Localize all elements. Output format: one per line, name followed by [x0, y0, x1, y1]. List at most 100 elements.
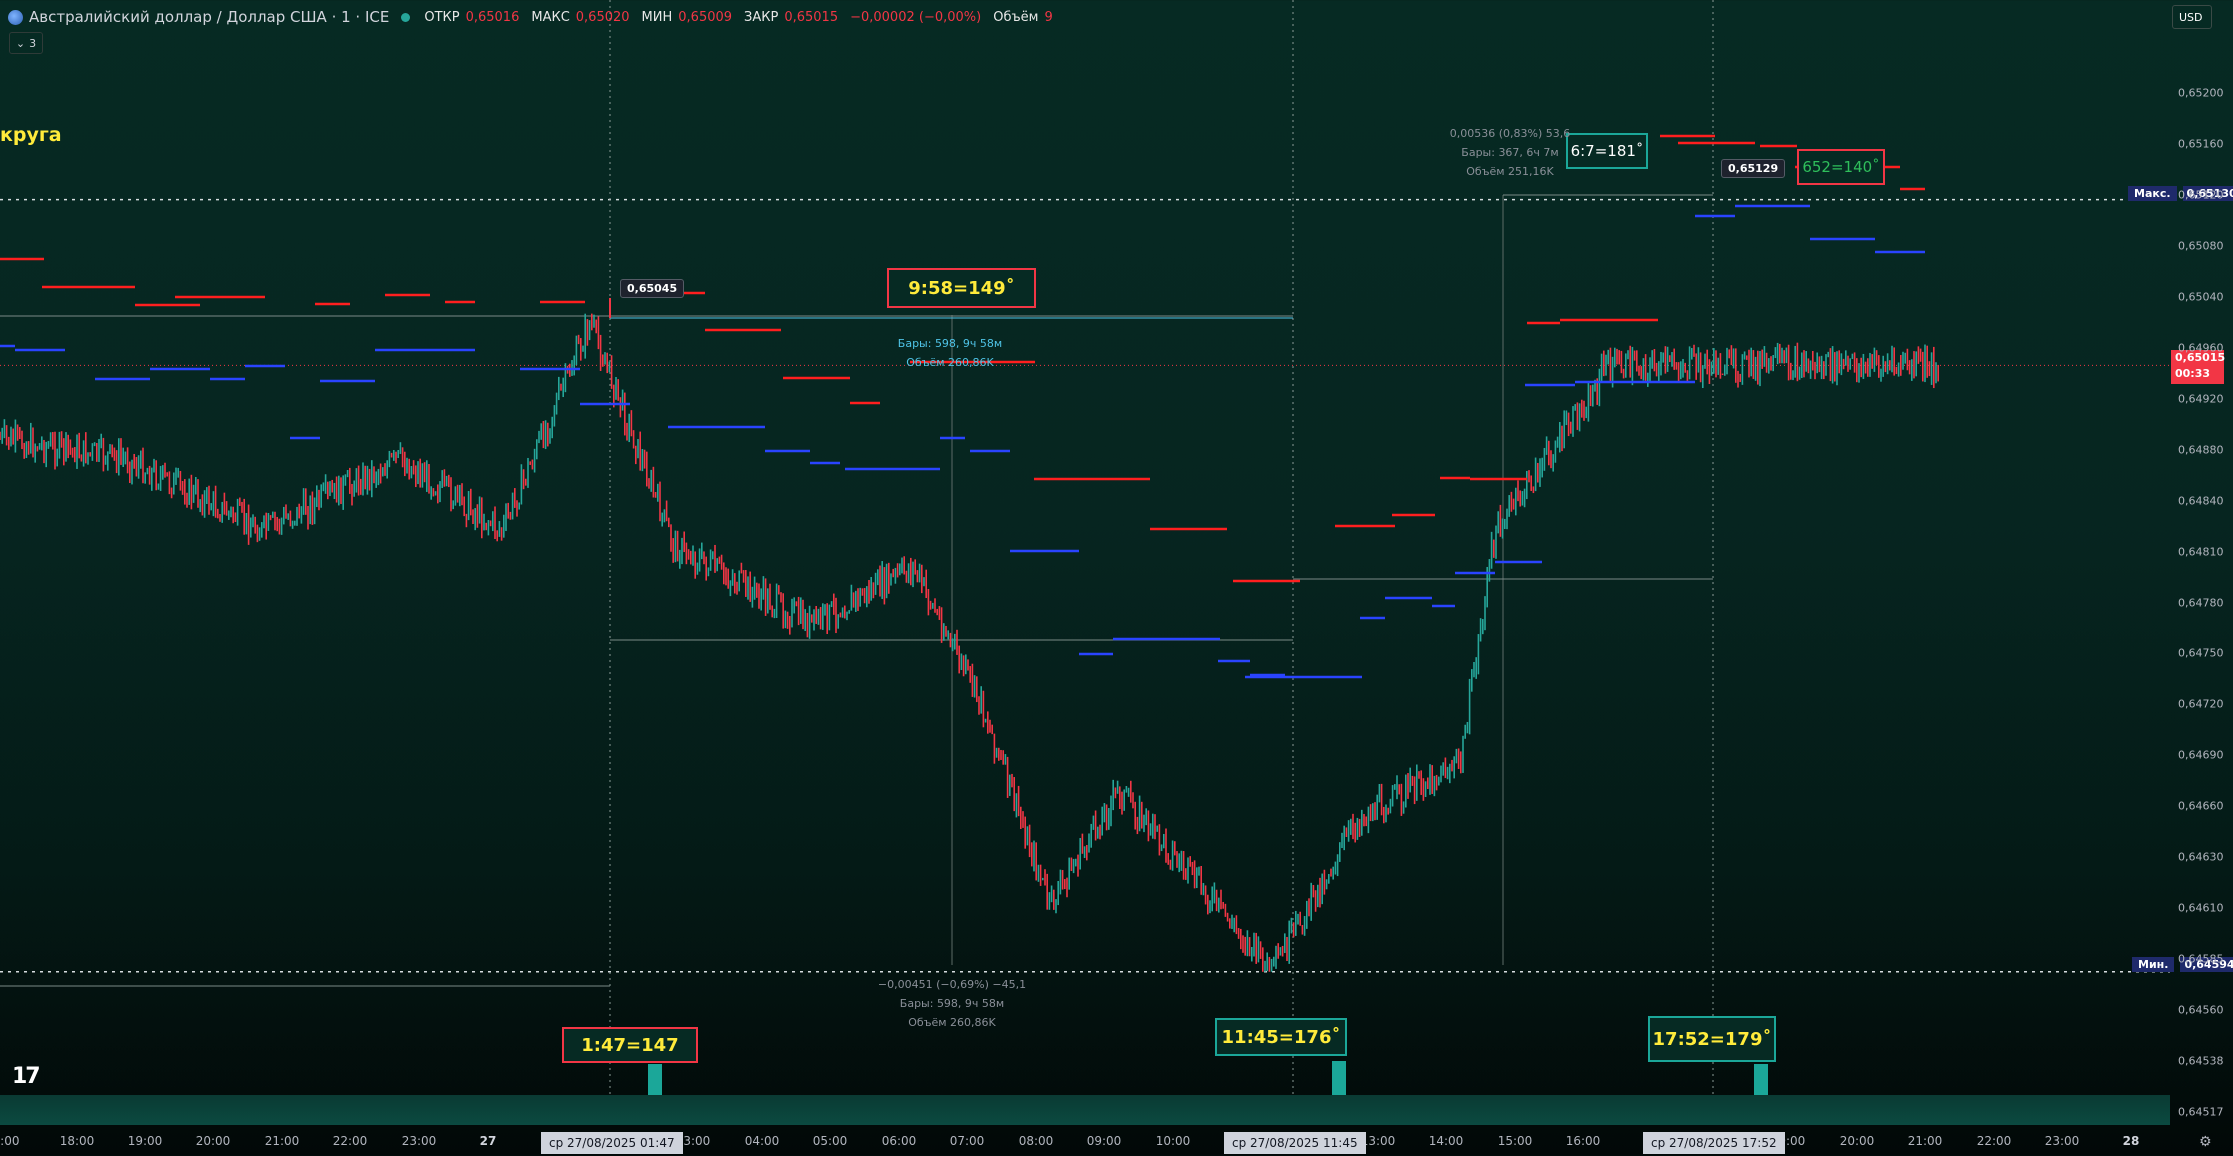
- drawing-label: круга: [0, 124, 62, 146]
- time-tick-label: 14:00: [1428, 1134, 1464, 1148]
- annotation-box-958[interactable]: 9:58=149˚: [887, 268, 1036, 308]
- volume-label: Объём: [993, 9, 1039, 25]
- price-tick-label: 0,64585: [2178, 952, 2224, 966]
- current-price: 0,65015: [2175, 351, 2226, 364]
- indicators-count: 3: [29, 36, 37, 50]
- time-tick-label: 19:00: [127, 1134, 163, 1148]
- price-tick-label: 0,64880: [2178, 443, 2224, 457]
- time-tick-label: 06:00: [881, 1134, 917, 1148]
- time-tick-label: 23:00: [401, 1134, 437, 1148]
- session-high-label: Макс. 0,65130: [2128, 186, 2233, 201]
- time-tick-label: 13:00: [1360, 1134, 1396, 1148]
- annotation-box-1145[interactable]: 11:45=176˚: [1215, 1018, 1347, 1056]
- stat-line: −0,00451 (−0,69%) −45,1: [877, 978, 1027, 991]
- annotation-box-67[interactable]: 6:7=181˚: [1566, 133, 1648, 169]
- market-status-icon: [401, 12, 411, 22]
- time-tick-label: 03:00: [675, 1134, 711, 1148]
- time-tick-label: 7:00: [0, 1134, 20, 1148]
- time-tick-label: 28: [2122, 1134, 2140, 1148]
- stat-line: 0,00536 (0,83%) 53,6: [1449, 127, 1571, 140]
- stat-line: Бары: 598, 9ч 58м: [897, 337, 1003, 350]
- time-scale-band: [0, 1095, 2170, 1125]
- time-tick-label: 07:00: [949, 1134, 985, 1148]
- chevron-down-icon: ⌄: [15, 36, 26, 50]
- price-tag-b[interactable]: 0,65129: [1721, 159, 1786, 178]
- price-tick-label: 0,64538: [2178, 1054, 2224, 1068]
- chart-legend: Австралийский доллар / Доллар США · 1 · …: [8, 6, 1059, 28]
- annotation-box-1752[interactable]: 17:52=179˚: [1648, 1016, 1776, 1062]
- time-tick-label: 04:00: [744, 1134, 780, 1148]
- time-tick-label: 22:00: [1976, 1134, 2012, 1148]
- price-tick-label: 0,64517: [2178, 1105, 2224, 1119]
- price-tick-label: 0,64750: [2178, 646, 2224, 660]
- time-tick-label: 09:00: [1086, 1134, 1122, 1148]
- price-tick-label: 0,64720: [2178, 697, 2224, 711]
- time-tick-label: 16:00: [1565, 1134, 1601, 1148]
- high-value: 0,65020: [575, 9, 630, 25]
- annotation-box-147[interactable]: 1:47=147: [562, 1027, 698, 1063]
- close-value: 0,65015: [784, 9, 839, 25]
- time-tick-label: 05:00: [812, 1134, 848, 1148]
- currency-button[interactable]: USD: [2172, 5, 2212, 29]
- high-label: МАКС: [531, 9, 570, 25]
- measure-stats-upper: 0,00536 (0,83%) 53,6 Бары: 367, 6ч 7м Об…: [1420, 124, 1600, 181]
- stat-line: Объём 251,16K: [1466, 165, 1554, 178]
- date-tag-2: ср 27/08/2025 11:45: [1224, 1132, 1366, 1154]
- symbol-title[interactable]: Австралийский доллар / Доллар США · 1 · …: [29, 8, 390, 26]
- low-value: 0,65009: [678, 9, 733, 25]
- price-tag-a[interactable]: 0,65045: [620, 279, 685, 298]
- measure-stats-lower: −0,00451 (−0,69%) −45,1 Бары: 598, 9ч 58…: [862, 975, 1042, 1032]
- price-tick-label: 0,64920: [2178, 392, 2224, 406]
- gear-icon[interactable]: ⚙: [2199, 1134, 2212, 1150]
- session-low-label: Мин. 0,64594: [2132, 957, 2233, 972]
- high-value: 0,65130: [2182, 186, 2233, 201]
- price-tick-label: 0,65200: [2178, 86, 2224, 100]
- price-tick-label: 0,65120: [2178, 188, 2224, 202]
- date-tag-1: ср 27/08/2025 01:47: [541, 1132, 683, 1154]
- price-tick-label: 0,64610: [2178, 901, 2224, 915]
- time-tick-label: 20:00: [1839, 1134, 1875, 1148]
- stat-line: Бары: 598, 9ч 58м: [899, 997, 1005, 1010]
- price-tick-label: 0,64690: [2178, 748, 2224, 762]
- time-tick-label: 08:00: [1018, 1134, 1054, 1148]
- time-tick-label: 15:00: [1497, 1134, 1533, 1148]
- price-tick-label: 0,65040: [2178, 290, 2224, 304]
- indicators-toggle-button[interactable]: ⌄ 3: [9, 32, 43, 54]
- time-tick-label: 21:00: [264, 1134, 300, 1148]
- price-tick-label: 0,64810: [2178, 545, 2224, 559]
- candles: [0, 313, 1939, 972]
- stat-line: Бары: 367, 6ч 7м: [1461, 146, 1559, 159]
- time-tick-label: 10:00: [1155, 1134, 1191, 1148]
- open-value: 0,65016: [465, 9, 520, 25]
- close-label: ЗАКР: [744, 9, 779, 25]
- volume-value: 9: [1044, 9, 1053, 25]
- stat-line: Объём 260,86K: [908, 1016, 996, 1029]
- currency-flag-icon: [8, 9, 23, 25]
- annotation-box-652[interactable]: 652=140˚: [1797, 149, 1885, 185]
- time-tick-label: 21:00: [1907, 1134, 1943, 1148]
- price-tick-label: 0,64660: [2178, 799, 2224, 813]
- down-arrow-icon: [1754, 1064, 1768, 1102]
- time-tick-label: 18:00: [59, 1134, 95, 1148]
- date-tag-3: ср 27/08/2025 17:52: [1643, 1132, 1785, 1154]
- low-value: 0,64594: [2180, 957, 2233, 972]
- down-arrow-icon: [1332, 1061, 1346, 1099]
- low-key: Мин.: [2132, 957, 2175, 972]
- time-tick-label: 23:00: [2044, 1134, 2080, 1148]
- low-label: МИН: [641, 9, 673, 25]
- measure-stats-middle: Бары: 598, 9ч 58м Объём 260,86K: [860, 334, 1040, 372]
- price-tick-label: 0,64960: [2178, 341, 2224, 355]
- stat-line: Объём 260,86K: [906, 356, 994, 369]
- price-tick-label: 0,64630: [2178, 850, 2224, 864]
- price-tick-label: 0,64560: [2178, 1003, 2224, 1017]
- price-tick-label: 0,64780: [2178, 596, 2224, 609]
- current-price-tag: 0,65015 00:33: [2171, 350, 2226, 384]
- price-tick-label: 0,64840: [2178, 494, 2224, 508]
- time-tick-label: 20:00: [195, 1134, 231, 1148]
- tradingview-logo[interactable]: 17: [12, 1064, 41, 1089]
- price-tick-label: 0,65080: [2178, 239, 2224, 253]
- down-arrow-icon: [648, 1064, 662, 1102]
- open-label: ОТКР: [424, 9, 460, 25]
- high-key: Макс.: [2128, 186, 2177, 201]
